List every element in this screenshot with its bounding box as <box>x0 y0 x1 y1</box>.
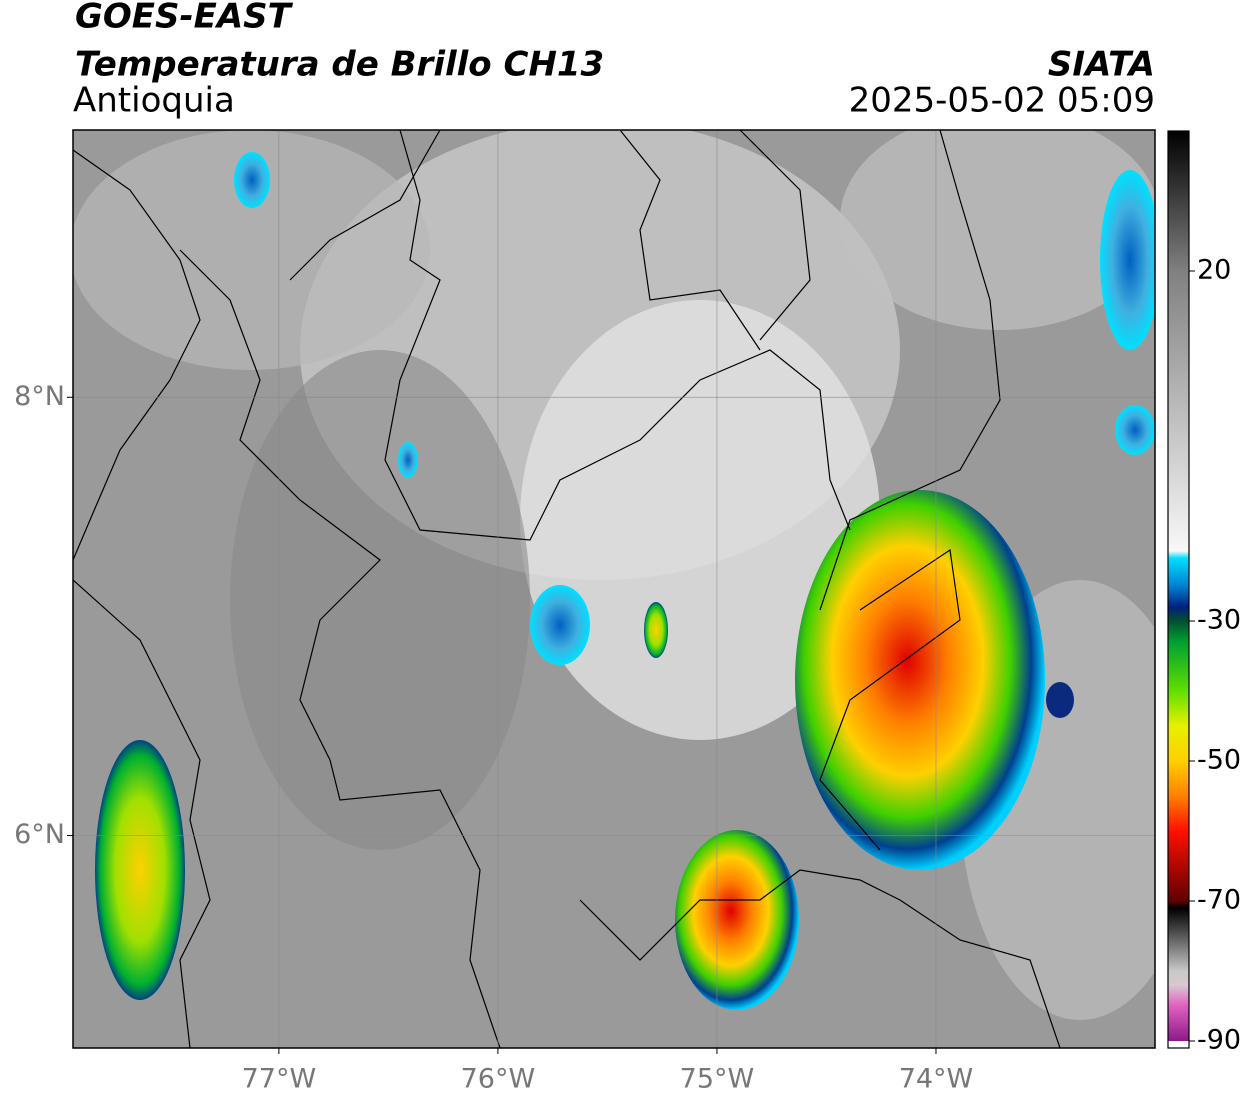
region: Antioquia <box>73 81 235 121</box>
colorbar-fill <box>1167 130 1190 1049</box>
timestamp: 2025-05-02 05:09 <box>849 81 1155 121</box>
colorbar-tick-label: -50 <box>1197 745 1241 776</box>
graticule: 77°W 76°W 75°W 74°W 8°N 6°N <box>14 130 1155 1095</box>
satellite-image <box>73 130 1155 1048</box>
colorbar-tick-label: -30 <box>1197 605 1241 636</box>
lon-tick-label: 77°W <box>242 1064 317 1095</box>
subtitle: Temperatura de Brillo CH13 <box>75 45 604 85</box>
colorbar-tick-label: -70 <box>1197 885 1241 916</box>
source: SIATA <box>1048 45 1155 85</box>
colorbar-tick-label: 20 <box>1197 255 1231 286</box>
title: GOES-EAST <box>75 0 294 37</box>
colorbar-tick-label: -90 <box>1197 1025 1241 1056</box>
lon-tick-label: 75°W <box>680 1064 755 1095</box>
colorbar: 20 -30 -50 -70 -90 <box>1167 130 1241 1056</box>
map-frame <box>72 129 1156 1049</box>
lon-tick-label: 76°W <box>461 1064 536 1095</box>
lat-tick-label: 6°N <box>14 819 65 850</box>
lat-tick-label: 8°N <box>14 381 65 412</box>
lon-tick-label: 74°W <box>899 1064 974 1095</box>
